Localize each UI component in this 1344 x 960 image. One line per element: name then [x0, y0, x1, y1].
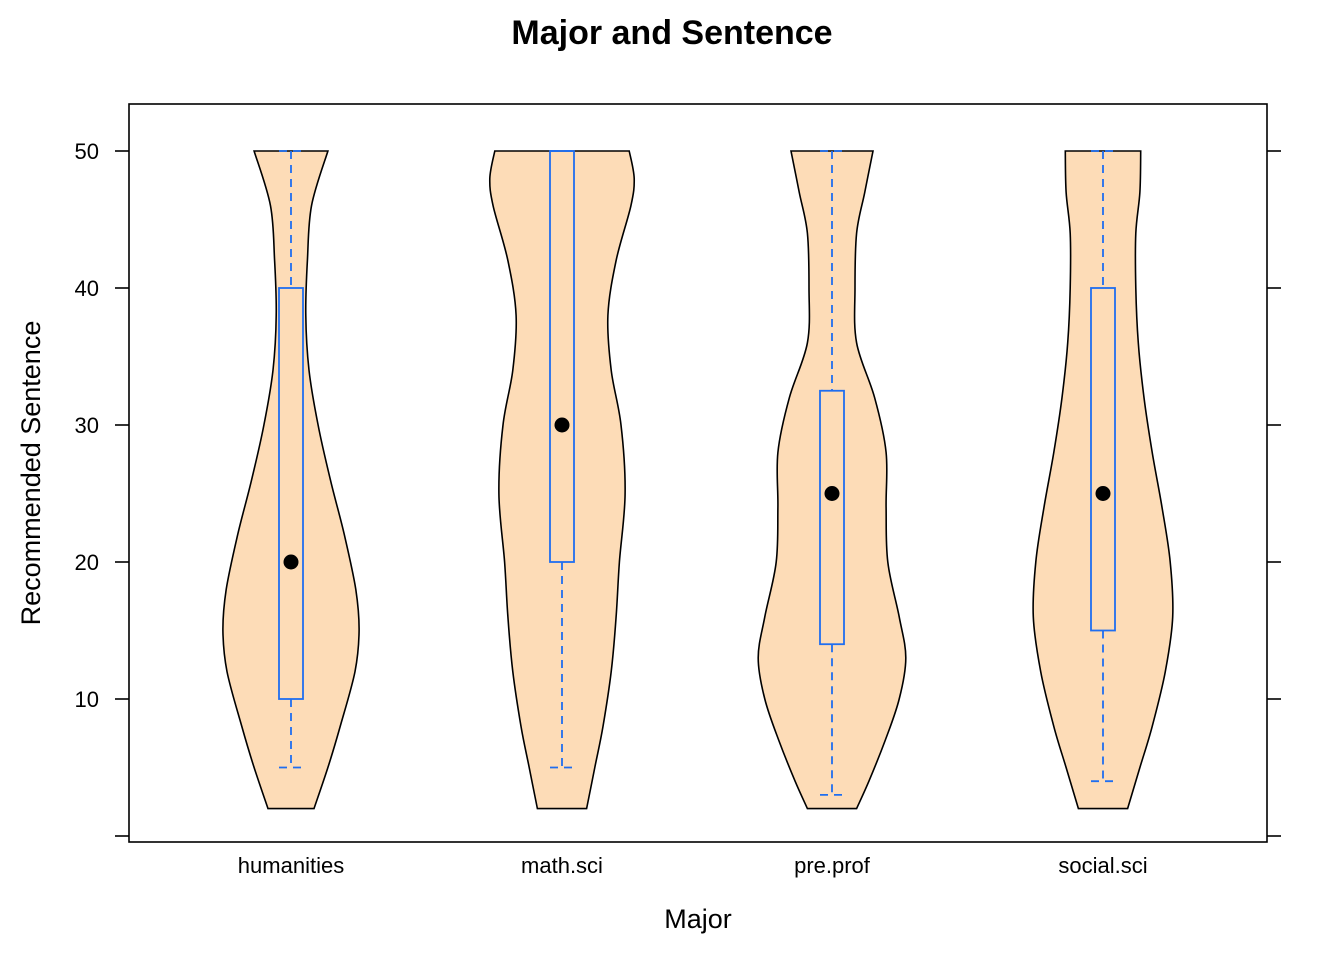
x-tick-label: pre.prof	[794, 853, 871, 878]
violin-humanities	[222, 150, 360, 810]
x-tick-label: humanities	[238, 853, 344, 878]
violin-pre.prof	[757, 150, 907, 810]
chart-title: Major and Sentence	[511, 14, 832, 52]
y-axis-label: Recommended Sentence	[16, 321, 46, 626]
y-axis: 10 20 30 40 50	[75, 139, 1281, 837]
violin-social.sci	[1032, 150, 1174, 810]
violin-group	[222, 150, 1174, 810]
x-tick-label: math.sci	[521, 853, 603, 878]
x-axis: humanities math.sci pre.prof social.sci	[238, 853, 1148, 878]
box-humanities	[278, 287, 304, 700]
median-dot	[1095, 486, 1111, 501]
x-axis-label: Major	[664, 904, 732, 934]
y-tick-label: 50	[75, 139, 99, 164]
y-tick-label: 30	[75, 413, 99, 438]
y-tick-label: 20	[75, 550, 99, 575]
median-dot	[283, 554, 299, 570]
x-tick-label: social.sci	[1058, 853, 1147, 878]
median-dot	[824, 486, 840, 501]
y-tick-label: 40	[75, 276, 99, 301]
y-tick-label: 10	[75, 687, 99, 712]
violin-math.sci	[488, 150, 636, 810]
box-social.sci	[1090, 287, 1116, 632]
box-pre.prof	[819, 389, 845, 646]
box-math.sci	[549, 150, 575, 563]
median-dot	[554, 417, 570, 433]
plot-frame	[128, 103, 1268, 843]
